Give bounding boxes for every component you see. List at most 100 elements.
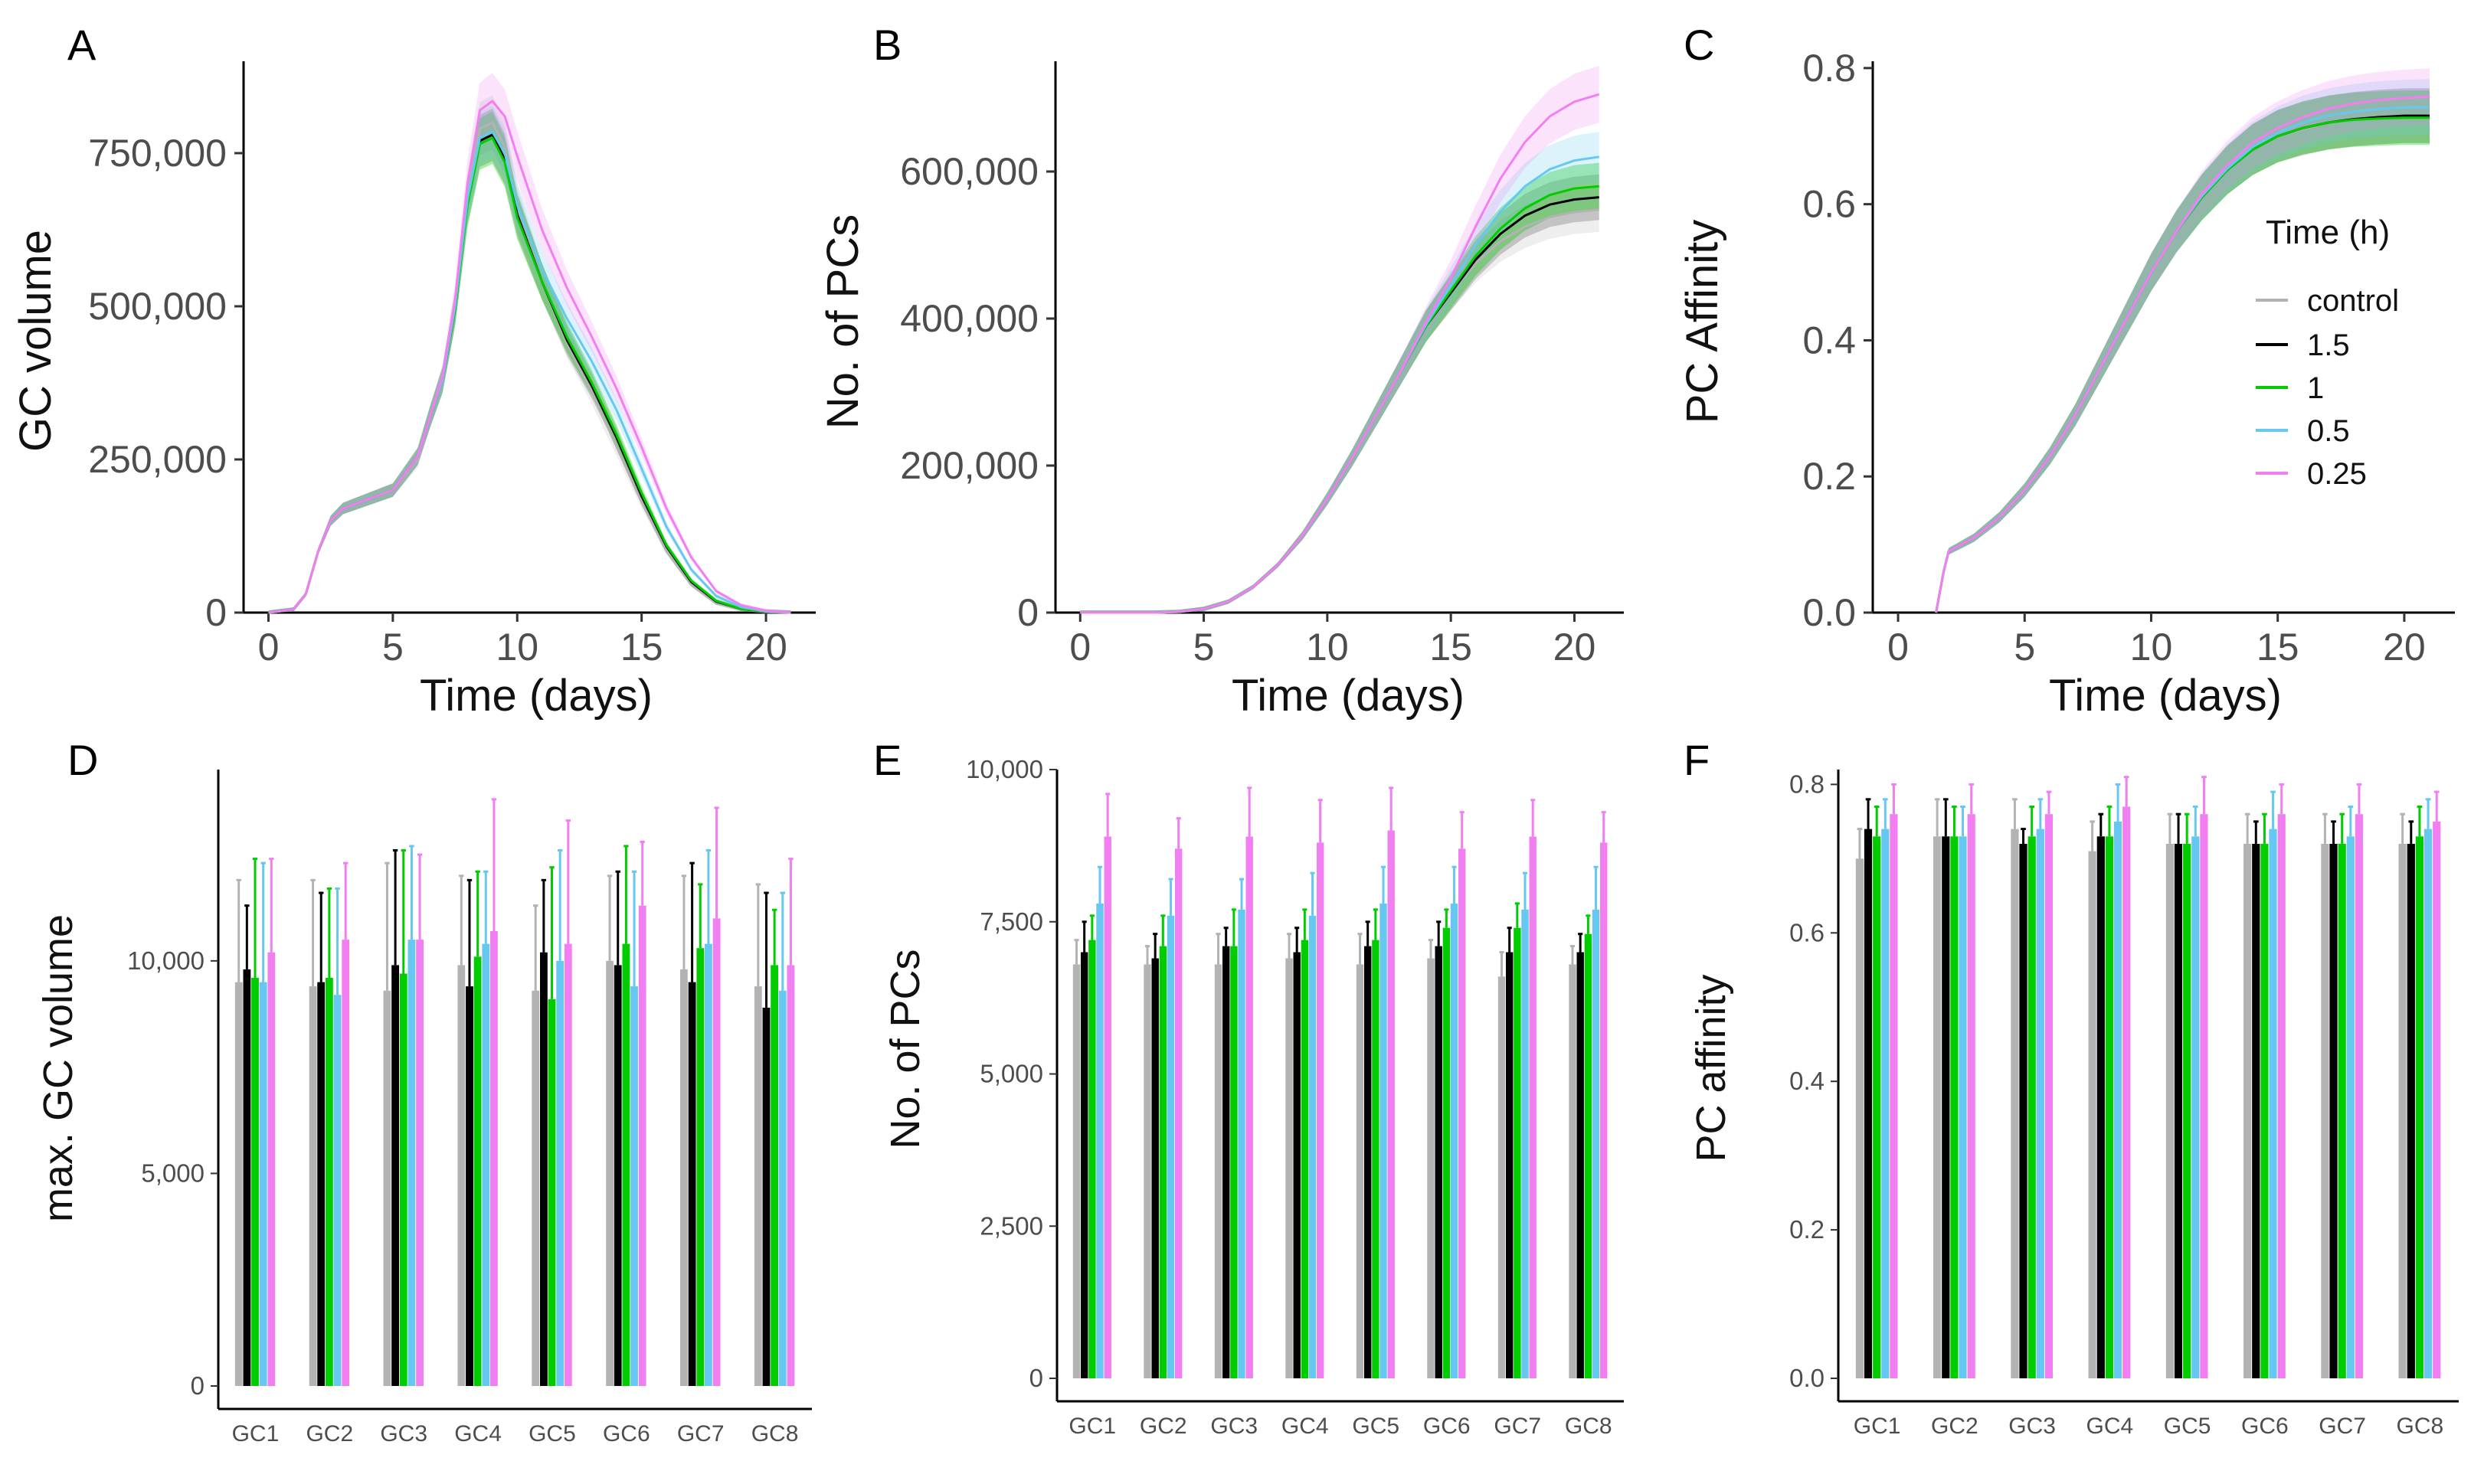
panel-f: 0.0 0.2 0.4 0.6 0.8 GC1 GC2 GC3 GC4 GC5 GC6 GC7 GC8 <box>1789 770 2459 1439</box>
panel-d-bar-control <box>383 990 391 1386</box>
panel-d-bar-0-25 <box>267 952 276 1386</box>
panel-e-bar-0-25 <box>1458 848 1466 1378</box>
panel-f-y-tick-label: 0.0 <box>1789 1364 1825 1392</box>
panel-e-y-tick-label: 10,000 <box>966 755 1043 783</box>
panel-a-x-tick-label: 5 <box>382 626 404 668</box>
panel-d-bar-1 <box>696 948 705 1386</box>
panel-e-bar-control <box>1427 958 1435 1378</box>
panel-e: 0 2,500 5,000 7,500 10,000 GC1 GC2 GC3 GC4 GC5 GC6… <box>966 755 1624 1439</box>
panel-f-bar-control <box>2243 844 2252 1378</box>
panel-d-y-tick-label: 0 <box>191 1371 205 1400</box>
panel-d-bar-0-5 <box>407 940 416 1386</box>
panel-d-x-tick-label: GC2 <box>306 1421 353 1446</box>
panel-f-bar-1 <box>2183 844 2191 1378</box>
legend-label-control: control <box>2307 284 2399 318</box>
panel-b-line-0-25 <box>1080 93 1600 614</box>
panel-b-y-tick-label: 600,000 <box>900 150 1039 193</box>
panel-e-x-tick-label: GC6 <box>1423 1414 1471 1439</box>
panel-b-y-tick-label: 0 <box>1017 591 1039 634</box>
panel-e-bar-0-5 <box>1592 909 1600 1378</box>
panel-a: 0 5 10 15 20 0 250,000 500,000 750,000 <box>88 61 816 668</box>
panel-d-bar-1 <box>622 943 630 1386</box>
panel-a-y-title: GC volume <box>11 230 61 452</box>
panel-b-x-title: Time (days) <box>1232 671 1465 721</box>
panel-e-bar-1 <box>1514 927 1521 1378</box>
panel-d-bar-1-5 <box>466 986 473 1386</box>
panel-e-bar-1 <box>1159 946 1167 1378</box>
panel-f-bar-0-25 <box>2122 806 2131 1378</box>
panel-d-bar-1 <box>473 956 482 1386</box>
panel-e-y-title: No. of PCs <box>882 949 928 1149</box>
panel-e-bar-1-5 <box>1506 952 1514 1378</box>
panel-d-bar-0-25 <box>638 905 646 1386</box>
legend-title: Time (h) <box>2266 214 2390 251</box>
panel-d-bar-0-5 <box>259 982 267 1386</box>
panel-d-bar-1 <box>326 978 333 1386</box>
panel-f-bar-0-25 <box>1967 814 1975 1378</box>
panel-b-x-tick-label: 20 <box>1553 626 1596 668</box>
panel-f-bar-control <box>1855 858 1864 1378</box>
panel-a-y-tick-label: 750,000 <box>88 132 227 175</box>
panel-a-band-1-5 <box>268 108 791 613</box>
panel-f-bar-0-25 <box>2200 814 2208 1378</box>
panel-e-bar-0-25 <box>1245 836 1253 1378</box>
panel-letter-c: C <box>1684 21 1714 69</box>
panel-f-bar-control <box>2398 844 2407 1378</box>
panel-f-bar-control <box>2088 851 2096 1378</box>
panel-letter-e: E <box>873 736 902 784</box>
panel-f-bar-1-5 <box>2019 844 2027 1378</box>
panel-f-bar-1 <box>2260 844 2269 1378</box>
panel-f-bar-0-25 <box>2277 814 2286 1378</box>
panel-a-y-tick-label: 250,000 <box>88 438 227 481</box>
legend-label-1: 1 <box>2307 371 2324 405</box>
panel-f-bar-0-5 <box>1881 829 1890 1378</box>
panel-d-bar-0-5 <box>630 986 638 1386</box>
panel-b: 0 5 10 15 20 0 200,000 400,000 600,000 <box>900 61 1624 668</box>
panel-c-y-tick-label: 0.0 <box>1802 591 1856 634</box>
panel-e-bar-0-25 <box>1104 836 1111 1378</box>
panel-f-bar-0-25 <box>2044 814 2053 1378</box>
panel-b-band-1-5 <box>1080 174 1599 613</box>
panel-d-bar-1 <box>771 965 778 1386</box>
panel-e-bar-1-5 <box>1222 946 1230 1378</box>
panel-b-y-tick-label: 200,000 <box>900 444 1039 487</box>
panel-e-bar-0-5 <box>1238 909 1245 1378</box>
panel-d-bar-0-25 <box>564 943 572 1386</box>
panel-b-y-title: No. of PCs <box>818 214 868 429</box>
panel-e-bar-control <box>1356 964 1364 1378</box>
panel-e-bar-1-5 <box>1151 958 1159 1378</box>
panel-e-bar-1 <box>1088 940 1096 1378</box>
panel-f-bar-1-5 <box>2174 844 2183 1378</box>
panel-d-y-title: max. GC volume <box>35 914 81 1222</box>
panel-a-y-tick-label: 500,000 <box>88 285 227 328</box>
panel-f-y-tick-label: 0.8 <box>1789 770 1825 798</box>
panel-e-bar-control <box>1497 976 1506 1378</box>
panel-d-bar-1 <box>251 978 259 1386</box>
panel-f-bar-1-5 <box>2252 844 2260 1378</box>
panel-d-bar-1-5 <box>688 982 696 1386</box>
panel-d-bar-1-5 <box>317 982 326 1386</box>
panel-e-bar-0-25 <box>1600 842 1608 1378</box>
panel-a-x-title: Time (days) <box>420 671 653 721</box>
panel-d-bar-0-5 <box>556 960 565 1386</box>
panel-a-x-tick-label: 10 <box>496 626 538 668</box>
panel-d-bar-1-5 <box>391 965 399 1386</box>
panel-c-x-tick-label: 10 <box>2130 626 2173 668</box>
panel-c-y-tick-label: 0.2 <box>1802 455 1856 498</box>
panel-c-y-tick-label: 0.8 <box>1802 47 1856 90</box>
panel-f-bar-1-5 <box>2096 836 2105 1378</box>
panel-f-y-tick-label: 0.4 <box>1789 1067 1825 1095</box>
panel-a-band-0-25 <box>268 73 791 613</box>
panel-e-bar-0-25 <box>1529 836 1537 1378</box>
panel-e-x-tick-label: GC8 <box>1565 1414 1612 1439</box>
panel-d-bar-1-5 <box>540 952 548 1386</box>
panel-e-y-tick-label: 0 <box>1029 1364 1043 1392</box>
panel-e-bar-0-25 <box>1175 848 1183 1378</box>
panel-f-x-tick-label: GC8 <box>2397 1414 2444 1439</box>
panel-e-y-tick-label: 7,500 <box>980 907 1043 936</box>
panel-c-band-1 <box>1936 90 2430 613</box>
panel-a-x-tick-label: 20 <box>745 626 787 668</box>
panel-d-x-tick-label: GC5 <box>529 1421 576 1446</box>
panel-f-bar-1 <box>2415 836 2423 1378</box>
panel-f-bar-0-25 <box>1890 814 1898 1378</box>
